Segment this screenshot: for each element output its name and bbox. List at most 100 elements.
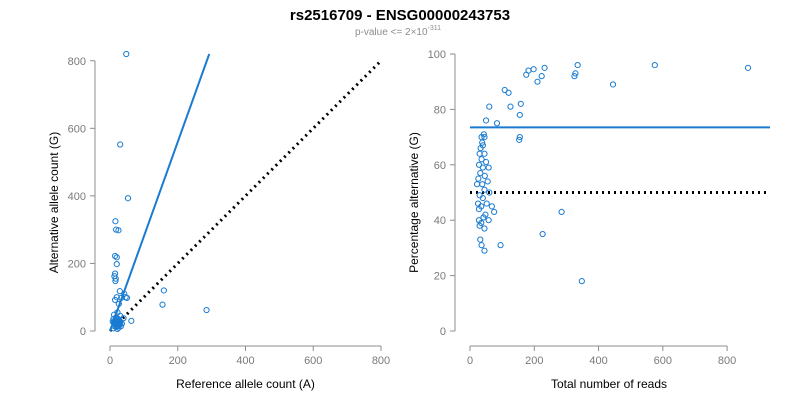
y-tick-label: 0	[440, 326, 446, 338]
data-point	[481, 225, 488, 232]
x-tick-label: 800	[372, 355, 390, 367]
data-point	[115, 315, 122, 322]
data-point	[505, 89, 512, 96]
data-point	[112, 218, 119, 225]
data-point	[117, 141, 124, 148]
data-point	[479, 164, 486, 171]
data-point	[744, 64, 752, 71]
data-point	[488, 203, 495, 210]
p-value-exponent: -311	[428, 25, 442, 32]
data-point	[113, 254, 120, 261]
data-point	[477, 236, 484, 243]
data-point	[516, 136, 523, 143]
data-point	[482, 117, 490, 124]
data-point	[477, 170, 484, 177]
y-tick-label: 100	[428, 49, 446, 61]
x-tick-label: 600	[654, 355, 672, 367]
data-point	[609, 81, 617, 88]
data-point	[479, 142, 486, 149]
data-point	[115, 227, 122, 234]
data-point	[481, 150, 488, 157]
y-tick-label: 40	[434, 215, 446, 227]
data-point	[481, 172, 488, 179]
data-point	[541, 64, 548, 71]
data-point	[123, 50, 130, 58]
p-value-text: p-value <= 2×10	[355, 27, 428, 38]
data-point	[574, 61, 581, 69]
data-point	[538, 73, 545, 80]
x-tick-label: 200	[169, 355, 187, 367]
data-point	[516, 111, 523, 119]
x-axis-label: Total number of reads	[551, 377, 667, 391]
data-point	[481, 186, 488, 193]
data-point	[474, 200, 482, 207]
x-tick-label: 200	[525, 355, 543, 367]
data-point	[578, 278, 585, 285]
y-tick-label: 80	[434, 104, 446, 116]
y-tick-label: 200	[68, 258, 86, 270]
data-point	[534, 78, 541, 85]
data-point	[491, 208, 498, 215]
data-point	[507, 103, 514, 110]
data-point	[572, 70, 579, 77]
y-tick-label: 20	[434, 271, 446, 283]
data-point	[128, 317, 135, 324]
data-point	[475, 175, 482, 182]
data-point	[476, 222, 483, 229]
data-point	[160, 287, 167, 294]
data-point	[111, 296, 119, 304]
y-tick-label: 60	[434, 160, 446, 172]
data-point	[485, 217, 492, 224]
data-point	[123, 294, 131, 301]
data-point	[476, 192, 483, 199]
data-point	[523, 71, 530, 78]
fit-line	[109, 53, 211, 332]
data-point	[112, 275, 119, 282]
data-point	[203, 306, 210, 314]
data-point	[480, 214, 487, 221]
x-tick-label: 600	[304, 355, 322, 367]
data-point	[112, 277, 119, 285]
data-point	[485, 164, 492, 171]
data-point	[486, 103, 493, 110]
data-point	[481, 134, 488, 141]
data-point	[473, 181, 481, 188]
x-tick-label: 400	[236, 355, 254, 367]
y-axis-label: Percentage alternative (G)	[407, 132, 421, 273]
data-point	[530, 66, 537, 73]
data-point	[479, 181, 486, 188]
x-tick-label: 0	[467, 355, 473, 367]
data-point	[539, 230, 546, 238]
data-point	[484, 178, 491, 185]
reference-line	[108, 59, 383, 333]
data-point	[124, 195, 132, 202]
x-tick-label: 400	[589, 355, 607, 367]
data-point	[479, 194, 486, 202]
y-tick-label: 800	[68, 56, 86, 68]
data-point	[481, 247, 488, 254]
data-point	[159, 301, 166, 308]
data-point	[483, 200, 490, 207]
data-point	[571, 73, 578, 80]
data-point	[516, 134, 523, 141]
y-tick-label: 400	[68, 191, 86, 203]
data-point	[493, 120, 501, 127]
data-point	[651, 61, 658, 69]
data-point	[517, 100, 524, 107]
figure-subtitle: p-value <= 2×10-311	[355, 25, 441, 38]
data-point	[479, 139, 486, 146]
y-tick-label: 0	[80, 326, 86, 338]
figure-title: rs2516709 - ENSG00000243753	[290, 7, 510, 24]
data-point	[482, 158, 490, 166]
data-point	[116, 288, 123, 295]
data-point	[114, 323, 121, 330]
x-tick-label: 0	[107, 355, 113, 367]
data-point	[111, 252, 119, 260]
y-axis-label: Alternative allele count (G)	[47, 132, 61, 273]
data-point	[117, 323, 124, 330]
data-point	[478, 242, 485, 249]
x-tick-label: 800	[718, 355, 736, 367]
data-point	[475, 206, 483, 213]
data-point	[558, 208, 565, 215]
